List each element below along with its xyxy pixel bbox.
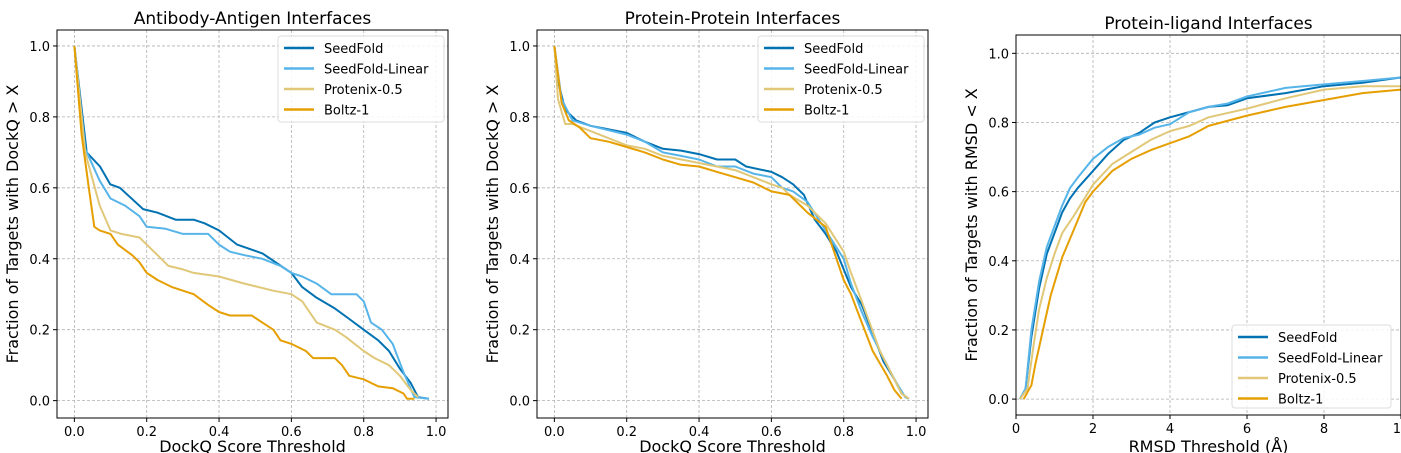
y-tick-label: 1.0 bbox=[29, 40, 50, 55]
legend-label: Boltz-1 bbox=[804, 104, 849, 119]
legend-label: Protenix-0.5 bbox=[804, 83, 883, 98]
x-tick-label: 0.0 bbox=[544, 425, 565, 440]
legend-label: Protenix-0.5 bbox=[1278, 372, 1357, 387]
legend-label: SeedFold-Linear bbox=[324, 63, 429, 78]
legend-label: SeedFold bbox=[1278, 331, 1337, 346]
y-tick-label: 1.0 bbox=[509, 40, 530, 55]
y-axis-label: Fraction of Targets with RMSD < X bbox=[962, 88, 981, 361]
x-tick-label: 10 bbox=[1393, 422, 1401, 437]
x-tick-label: 0.8 bbox=[833, 425, 854, 440]
chart-title: Antibody-Antigen Interfaces bbox=[134, 9, 372, 29]
subplot-3: 0 2 4 6 8 10 0.0 0.2 0.4 0.6 0.8 1.0 Protein-ligand … bbox=[962, 14, 1401, 453]
y-tick-label: 0.4 bbox=[29, 253, 50, 268]
legend-frame bbox=[1231, 324, 1392, 409]
legend-label: Boltz-1 bbox=[324, 104, 369, 119]
legend: SeedFold SeedFold-Linear Protenix-0.5 Boltz… bbox=[757, 35, 925, 123]
legend-label: Protenix-0.5 bbox=[324, 83, 403, 98]
series-line-boltz-1 bbox=[73, 45, 415, 400]
legend-frame bbox=[277, 35, 445, 123]
x-tick-label: 0.2 bbox=[136, 425, 157, 440]
y-tick-label: 0.4 bbox=[509, 253, 530, 268]
x-tick-label: 0.0 bbox=[64, 425, 85, 440]
series-group bbox=[553, 45, 910, 400]
x-tick-label: 0.4 bbox=[209, 425, 230, 440]
axes-frame bbox=[1015, 34, 1401, 416]
y-tick-label: 1.0 bbox=[988, 47, 1009, 62]
series-line-seedfold-linear bbox=[1019, 76, 1401, 400]
subplot-2: 0.0 0.2 0.4 0.6 0.8 1.0 0.0 0.2 0.4 0.6 0.8 1.0 Prot… bbox=[483, 9, 929, 453]
series-line-seedfold bbox=[73, 45, 429, 400]
x-axis-label: DockQ Score Threshold bbox=[159, 437, 346, 453]
x-tick-label: 6 bbox=[1243, 422, 1251, 437]
y-axis-label: Fraction of Targets with DockQ > X bbox=[483, 85, 502, 364]
y-tick-label: 0.8 bbox=[509, 111, 530, 126]
y-tick-label: 0.6 bbox=[509, 182, 530, 197]
axes-frame bbox=[56, 29, 449, 419]
y-tick-label: 0.8 bbox=[29, 111, 50, 126]
chart-title: Protein-Protein Interfaces bbox=[625, 9, 841, 29]
x-tick-label: 0.8 bbox=[353, 425, 374, 440]
legend-frame bbox=[757, 35, 925, 123]
series-line-seedfold bbox=[1019, 76, 1401, 400]
x-tick-label: 0.6 bbox=[761, 425, 782, 440]
x-axis-label: DockQ Score Threshold bbox=[639, 437, 826, 453]
y-tick-label: 0.4 bbox=[988, 255, 1009, 270]
series-line-protenix-0-5 bbox=[1019, 85, 1401, 400]
x-tick-label: 0.6 bbox=[281, 425, 302, 440]
chart-title: Protein-ligand Interfaces bbox=[1104, 14, 1312, 34]
y-tick-label: 0.2 bbox=[988, 324, 1009, 339]
x-tick-label: 8 bbox=[1320, 422, 1328, 437]
x-tick-label: 2 bbox=[1089, 422, 1097, 437]
subplot-1: 0.0 0.2 0.4 0.6 0.8 1.0 0.0 0.2 0.4 0.6 0.8 1.0 Anti… bbox=[3, 9, 449, 453]
y-tick-label: 0.0 bbox=[988, 393, 1009, 408]
series-line-boltz-1 bbox=[553, 45, 903, 400]
legend-label: SeedFold bbox=[804, 42, 863, 57]
y-tick-label: 0.0 bbox=[509, 395, 530, 410]
x-tick-label: 1.0 bbox=[906, 425, 927, 440]
y-tick-label: 0.0 bbox=[29, 395, 50, 410]
x-axis-label: RMSD Threshold (Å) bbox=[1129, 437, 1289, 453]
series-line-protenix-0-5 bbox=[553, 45, 910, 400]
series-line-boltz-1 bbox=[1022, 88, 1401, 400]
series-group bbox=[73, 45, 429, 400]
series-group bbox=[1019, 76, 1401, 400]
legend-label: SeedFold bbox=[324, 42, 383, 57]
y-tick-label: 0.2 bbox=[29, 324, 50, 339]
x-tick-label: 1.0 bbox=[426, 425, 447, 440]
y-tick-label: 0.6 bbox=[988, 186, 1009, 201]
legend-label: SeedFold-Linear bbox=[804, 63, 909, 78]
legend: SeedFold SeedFold-Linear Protenix-0.5 Boltz… bbox=[1231, 324, 1392, 409]
x-tick-label: 0.4 bbox=[689, 425, 710, 440]
series-line-seedfold-linear bbox=[553, 45, 910, 400]
y-axis-label: Fraction of Targets with DockQ > X bbox=[3, 85, 22, 364]
y-tick-label: 0.8 bbox=[988, 116, 1009, 131]
y-tick-label: 0.6 bbox=[29, 182, 50, 197]
x-tick-label: 4 bbox=[1166, 422, 1174, 437]
y-tick-label: 0.2 bbox=[509, 324, 530, 339]
axes-frame bbox=[536, 29, 929, 419]
legend: SeedFold SeedFold-Linear Protenix-0.5 Boltz… bbox=[277, 35, 445, 123]
legend-label: SeedFold-Linear bbox=[1278, 352, 1383, 367]
series-line-protenix-0-5 bbox=[73, 45, 419, 398]
x-tick-label: 0 bbox=[1012, 422, 1020, 437]
legend-label: Boltz-1 bbox=[1278, 393, 1323, 408]
x-tick-label: 0.2 bbox=[616, 425, 637, 440]
series-line-seedfold-linear bbox=[73, 45, 429, 400]
